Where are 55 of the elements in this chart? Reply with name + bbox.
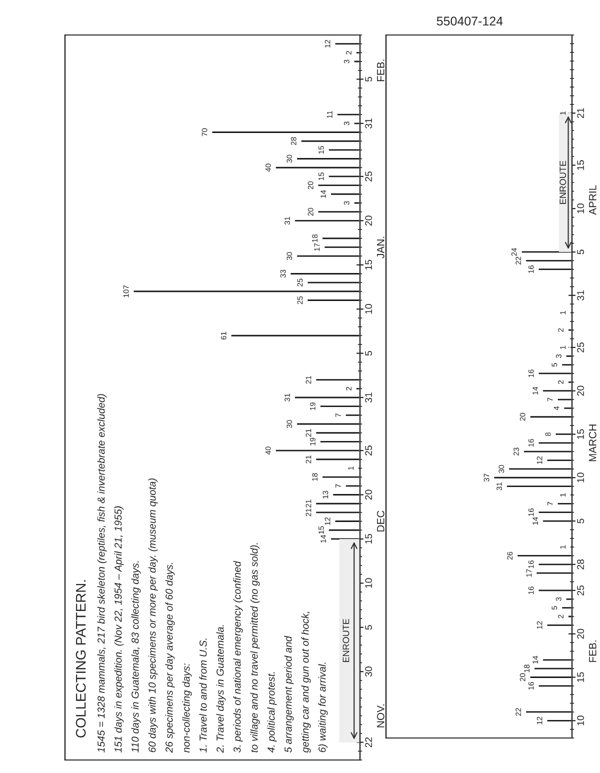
y-tick-label: 5	[577, 250, 584, 254]
annotation: to village and no travel permitted (no gas sold).	[250, 543, 260, 752]
y-tick-label: 15	[577, 672, 584, 682]
y-tick-label: 15	[577, 160, 584, 170]
y2-tick-label: MARCH	[588, 424, 596, 462]
y-tick-label: 28	[577, 559, 584, 570]
y2-tick-label: DEC	[376, 510, 384, 532]
y-tick-label: 15	[365, 260, 372, 270]
y-tick-label: 15	[577, 429, 584, 439]
y-tick-label: 25	[365, 171, 372, 182]
y2-tick-label: APRIL	[589, 185, 596, 215]
text: 1545 = 1328 mammals, 217 bird skeleton (reptiles, fish & invertebrate excluded)	[97, 394, 107, 752]
annotation: 2. Travel days in Guatemala.	[216, 625, 226, 753]
annotation: getting car and gun out of hock,	[301, 612, 311, 753]
annotation: 60 days with 10 specimens or more per day. (museum quota)	[148, 478, 158, 752]
y-tick-label: 20	[365, 216, 372, 226]
y-tick-label: 31	[577, 290, 584, 300]
annotation: 26 specimens per day average of 60 days.	[165, 562, 175, 753]
y-tick-label: 20	[577, 628, 584, 639]
text: COLLECTING PATTERN.	[76, 580, 86, 738]
y-tick-label: 5	[365, 350, 372, 356]
y2-tick-label: FEB.	[377, 60, 384, 82]
band-label: ENROUTE	[560, 160, 566, 204]
y2-tick-label: JAN.	[377, 236, 384, 258]
annotation: 5 arrangement period and	[284, 636, 294, 753]
y-tick-label: 10	[365, 578, 372, 588]
annotation: 3. periods of national emergency (confined	[233, 560, 243, 753]
text: 151 days in expedition. (Nov 22, 1954 – April 21, 1955)	[114, 506, 124, 752]
y-tick-label: 20	[365, 490, 372, 500]
y-tick-label: 22	[365, 737, 372, 748]
annotation: 110 days in Guatemala, 83 collecting days.	[131, 561, 141, 752]
annotation: 6) waiting for arrival.	[318, 662, 328, 752]
y-tick-label: 10	[365, 304, 372, 314]
y-tick-label: 10	[577, 472, 584, 482]
y-tick-label: 15	[365, 534, 372, 544]
y-tick-label: 10	[577, 204, 584, 214]
y-tick-label: 31	[365, 392, 372, 403]
y-tick-label: 20	[577, 386, 584, 396]
annotation: 4. political protest.	[267, 672, 277, 753]
y2-tick-label: FEB.	[589, 640, 596, 662]
y-tick-label: 21	[577, 108, 584, 118]
y-tick-label: 10	[577, 716, 584, 726]
y2-tick-label: NOV.	[376, 704, 384, 728]
y-tick-label: 30	[365, 666, 372, 677]
annotation: non-collecting days:	[182, 664, 192, 753]
y-tick-label: 5	[365, 76, 372, 82]
band-label: ENROUTE	[342, 618, 350, 662]
y-tick-label: 5	[577, 518, 584, 524]
y-tick-label: 31	[365, 118, 372, 128]
text: 550407-124	[436, 16, 503, 26]
y-tick-label: 25	[577, 342, 584, 352]
y-tick-label: 25	[365, 446, 372, 456]
annotation: 1. Travel to and from U.S.	[199, 638, 207, 752]
y-tick-label: 5	[365, 625, 372, 630]
y-tick-label: 25	[577, 585, 584, 596]
